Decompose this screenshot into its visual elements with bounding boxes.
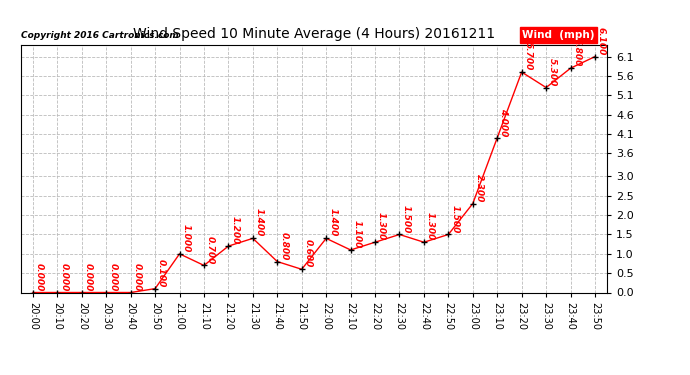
Text: 0.000: 0.000 [132, 262, 141, 291]
Text: 0.600: 0.600 [304, 239, 313, 268]
Text: 1.300: 1.300 [377, 212, 386, 241]
Text: 0.000: 0.000 [59, 262, 68, 291]
Text: 0.700: 0.700 [206, 236, 215, 264]
Text: 5.800: 5.800 [573, 38, 582, 67]
Text: 0.000: 0.000 [108, 262, 117, 291]
Text: 1.500: 1.500 [402, 205, 411, 233]
Text: 0.100: 0.100 [157, 259, 166, 287]
Text: 1.300: 1.300 [426, 212, 435, 241]
Text: Wind  (mph): Wind (mph) [522, 30, 595, 40]
Text: 1.400: 1.400 [328, 209, 337, 237]
Text: 1.000: 1.000 [181, 224, 190, 252]
Text: 0.800: 0.800 [279, 232, 288, 260]
Text: 5.300: 5.300 [548, 58, 557, 86]
Text: 0.000: 0.000 [35, 262, 44, 291]
Text: 6.100: 6.100 [597, 27, 606, 55]
Text: 5.700: 5.700 [524, 42, 533, 70]
Text: 1.400: 1.400 [255, 209, 264, 237]
Text: Copyright 2016 Cartronics.com: Copyright 2016 Cartronics.com [21, 31, 179, 40]
Text: 1.500: 1.500 [451, 205, 460, 233]
Text: 1.200: 1.200 [230, 216, 239, 244]
Text: 2.300: 2.300 [475, 174, 484, 202]
Text: 4.000: 4.000 [499, 108, 509, 136]
Text: 0.000: 0.000 [83, 262, 92, 291]
Text: 1.100: 1.100 [353, 220, 362, 248]
Title: Wind Speed 10 Minute Average (4 Hours) 20161211: Wind Speed 10 Minute Average (4 Hours) 2… [133, 27, 495, 41]
